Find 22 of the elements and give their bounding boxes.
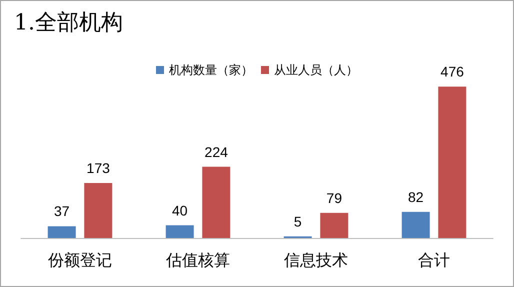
x-tick-label: 份额登记 bbox=[48, 250, 112, 270]
data-label: 173 bbox=[86, 160, 110, 176]
x-tick-label: 合计 bbox=[418, 250, 450, 270]
bar bbox=[84, 182, 112, 238]
bar bbox=[438, 86, 466, 238]
data-label: 37 bbox=[54, 203, 70, 220]
bar bbox=[402, 212, 430, 238]
chart-title: 1.全部机构 bbox=[14, 10, 123, 36]
data-label: 476 bbox=[440, 64, 464, 80]
legend-label: 从业人员（人） bbox=[274, 63, 358, 77]
bar bbox=[166, 225, 194, 238]
x-tick-label: 信息技术 bbox=[284, 250, 348, 270]
data-label: 82 bbox=[408, 188, 424, 205]
data-label: 40 bbox=[172, 202, 188, 218]
legend-label: 机构数量（家） bbox=[169, 63, 253, 77]
bar bbox=[48, 226, 76, 238]
data-label: 224 bbox=[204, 144, 228, 160]
bar bbox=[320, 212, 348, 238]
x-tick-label: 估值核算 bbox=[165, 250, 230, 270]
bar bbox=[202, 166, 230, 238]
data-label: 5 bbox=[294, 213, 302, 230]
data-label: 79 bbox=[326, 190, 342, 206]
